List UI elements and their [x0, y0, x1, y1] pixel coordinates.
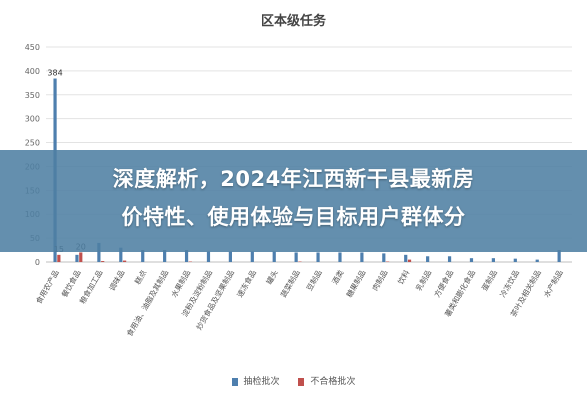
- headline-text[interactable]: 深度解析，2024年江西新干县最新房 价特性、使用体验与目标用户群体分: [0, 160, 587, 236]
- x-tick-label: 蔬菜制品: [278, 268, 302, 299]
- x-tick-label: 酒类: [329, 268, 345, 286]
- bar-series-1[interactable]: [141, 250, 145, 262]
- bar-series-2[interactable]: [57, 254, 61, 262]
- y-tick-label: 400: [25, 67, 40, 76]
- bar-series-1[interactable]: [447, 256, 452, 262]
- legend-swatch-series-1: [231, 377, 238, 386]
- bar-series-1[interactable]: [250, 251, 254, 262]
- y-tick-label: 300: [25, 115, 40, 124]
- x-tick-label: 蛋制品: [479, 268, 499, 292]
- x-tick-label: 肉制品: [370, 268, 390, 292]
- chart-title: 区本级任务: [260, 14, 326, 29]
- bar-series-1[interactable]: [97, 242, 101, 262]
- bar-series-1[interactable]: [294, 252, 298, 262]
- bar-series-1[interactable]: [404, 254, 408, 262]
- bar-series-1[interactable]: [119, 247, 123, 262]
- bar-series-2[interactable]: [101, 261, 105, 262]
- bar-series-1[interactable]: [382, 253, 386, 262]
- bar-series-1[interactable]: [272, 251, 276, 262]
- y-tick-label: 350: [25, 91, 40, 100]
- legend-label-series-1: 抽检批次: [243, 377, 280, 387]
- legend[interactable]: 抽检批次 不合格批次: [0, 374, 587, 387]
- x-tick-label: 速冻食品: [234, 268, 258, 299]
- legend-item-series-1[interactable]: 抽检批次: [231, 374, 280, 387]
- bar-series-1[interactable]: [206, 251, 211, 262]
- bar-series-1[interactable]: [228, 251, 232, 262]
- bar-series-1[interactable]: [491, 258, 495, 262]
- y-tick-label: 250: [25, 139, 40, 148]
- x-tick-label: 糖果制品: [344, 268, 368, 299]
- bar-series-2[interactable]: [79, 252, 83, 262]
- y-tick-label: 0: [35, 258, 40, 267]
- x-tick-label: 乳制品: [413, 268, 433, 292]
- data-label: 384: [47, 69, 62, 78]
- x-tick-label: 冷冻饮品: [497, 268, 521, 299]
- legend-label-series-2: 不合格批次: [310, 377, 356, 387]
- legend-item-series-2[interactable]: 不合格批次: [298, 374, 355, 387]
- bar-series-1[interactable]: [426, 256, 430, 262]
- bar-series-1[interactable]: [184, 250, 189, 262]
- bar-series-1[interactable]: [75, 254, 79, 262]
- legend-swatch-series-2: [298, 377, 305, 386]
- bar-series-1[interactable]: [360, 252, 364, 262]
- x-tick-label: 饮料: [395, 268, 411, 286]
- x-tick-label: 餐饮食品: [59, 268, 83, 299]
- x-tick-label: 食用农产品: [33, 268, 60, 305]
- x-tick-label: 调味品: [107, 268, 127, 292]
- bar-series-2[interactable]: [407, 259, 412, 262]
- headline-line-2: 价特性、使用体验与目标用户群体分: [121, 205, 466, 229]
- x-tick-label: 罐头: [264, 268, 280, 286]
- bar-series-1[interactable]: [557, 250, 561, 262]
- y-tick-label: 450: [25, 43, 40, 52]
- x-tick-label: 水果制品: [169, 268, 193, 299]
- bar-series-1[interactable]: [316, 252, 320, 262]
- x-tick-label: 方便食品: [432, 268, 456, 299]
- x-tick-label: 水产制品: [541, 268, 565, 299]
- bar-series-1[interactable]: [535, 259, 539, 262]
- bar-series-1[interactable]: [163, 250, 167, 262]
- bar-series-1[interactable]: [469, 258, 474, 262]
- bar-series-1[interactable]: [338, 252, 342, 262]
- bar-series-1[interactable]: [513, 258, 517, 262]
- x-tick-label: 豆制品: [304, 268, 324, 292]
- headline-line-1: 深度解析，2024年江西新干县最新房: [112, 167, 475, 191]
- bar-series-2[interactable]: [123, 260, 127, 262]
- x-tick-label: 糕点: [132, 268, 148, 286]
- headline-banner[interactable]: [0, 150, 587, 252]
- x-tick-label: 食用油、油脂及其制品: [124, 268, 170, 338]
